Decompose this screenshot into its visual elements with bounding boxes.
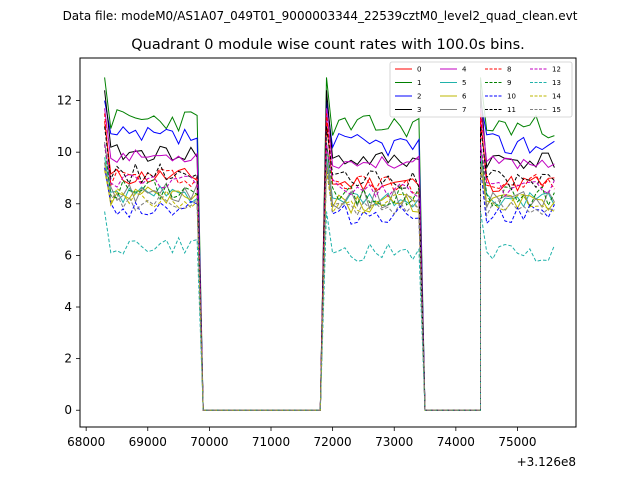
x-tick-label: 75000: [498, 435, 536, 449]
y-tick-label: 10: [57, 145, 72, 159]
plot-frame: [79, 57, 577, 428]
figure-suptitle: Data file: modeM0/AS1A07_049T01_90000033…: [63, 9, 578, 23]
legend-label-11: 11: [507, 106, 516, 114]
legend-label-9: 9: [507, 79, 511, 87]
series-line-13: [104, 211, 555, 411]
legend-label-0: 0: [417, 66, 421, 74]
legend-label-6: 6: [462, 93, 467, 101]
y-tick-label: 8: [64, 197, 72, 211]
series-line-9: [104, 144, 555, 411]
legend-label-8: 8: [507, 66, 511, 74]
x-tick-label: 70000: [190, 435, 228, 449]
legend-box: [389, 61, 573, 118]
x-tick-label: 68000: [67, 435, 105, 449]
legend-label-3: 3: [417, 106, 421, 114]
x-tick-label: 74000: [437, 435, 475, 449]
legend-label-1: 1: [417, 79, 421, 87]
y-tick-label: 6: [64, 248, 72, 262]
series-line-15: [104, 162, 555, 411]
x-tick-label: 72000: [314, 435, 352, 449]
legend-label-13: 13: [552, 79, 561, 87]
legend-label-10: 10: [507, 93, 516, 101]
legend-label-12: 12: [552, 66, 561, 74]
legend-label-15: 15: [552, 106, 561, 114]
y-tick-label: 0: [64, 403, 72, 417]
series-line-12: [104, 144, 555, 411]
legend-label-4: 4: [462, 66, 467, 74]
series-layer: [104, 77, 555, 411]
x-axis: 68000 69000 70000 71000 72000 73000 74000 75000: [67, 427, 537, 449]
y-tick-label: 12: [57, 94, 72, 108]
legend-label-2: 2: [417, 93, 421, 101]
y-tick-label: 4: [64, 300, 72, 314]
x-tick-label: 73000: [375, 435, 413, 449]
series-line-8: [104, 113, 555, 411]
legend-label-7: 7: [462, 106, 466, 114]
legend-label-14: 14: [552, 93, 561, 101]
y-axis: 0 2 4 6 8 10 12: [57, 94, 80, 417]
series-line-11: [104, 126, 555, 411]
series-line-14: [104, 170, 555, 411]
x-offset-label: +3.126e8: [517, 455, 576, 469]
x-tick-label: 69000: [129, 435, 167, 449]
y-tick-label: 2: [64, 352, 72, 366]
chart-title: Quadrant 0 module wise count rates with …: [131, 37, 525, 53]
legend-label-5: 5: [462, 79, 466, 87]
x-tick-label: 71000: [252, 435, 290, 449]
